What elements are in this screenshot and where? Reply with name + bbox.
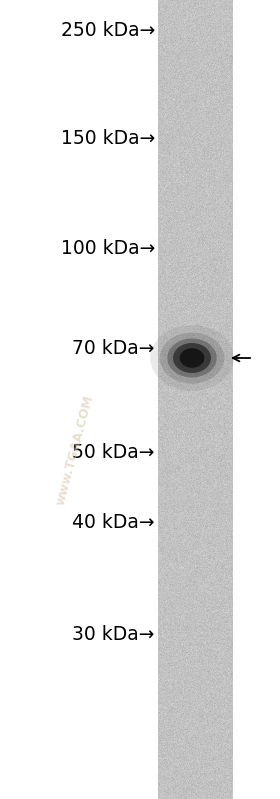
Text: 70 kDa→: 70 kDa→	[73, 339, 155, 357]
Text: 150 kDa→: 150 kDa→	[61, 129, 155, 148]
Text: 100 kDa→: 100 kDa→	[61, 238, 155, 257]
Ellipse shape	[173, 343, 211, 373]
Text: 40 kDa→: 40 kDa→	[72, 514, 155, 532]
Text: 50 kDa→: 50 kDa→	[73, 443, 155, 463]
Ellipse shape	[150, 325, 234, 391]
Text: 30 kDa→: 30 kDa→	[73, 625, 155, 643]
Ellipse shape	[180, 348, 204, 368]
Ellipse shape	[160, 332, 224, 384]
Text: 250 kDa→: 250 kDa→	[61, 21, 155, 39]
Text: www.TGAA.COM: www.TGAA.COM	[54, 393, 96, 507]
Ellipse shape	[167, 339, 217, 377]
